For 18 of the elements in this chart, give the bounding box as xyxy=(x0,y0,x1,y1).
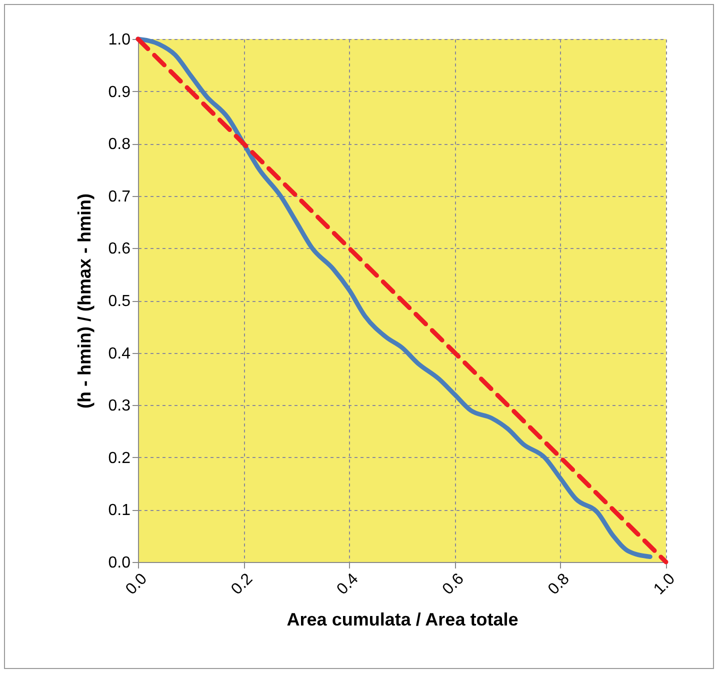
y-tick-label: 0.3 xyxy=(108,398,131,415)
y-tick-label: 0.7 xyxy=(108,188,131,206)
x-tick-label: 0.4 xyxy=(334,570,362,598)
x-tick-label: 0.8 xyxy=(545,570,573,598)
y-tick-label: 0.6 xyxy=(108,240,131,258)
y-tick-label: 0.1 xyxy=(108,502,131,520)
y-tick-label: 0.2 xyxy=(108,450,131,467)
x-tick-label: 0.6 xyxy=(440,570,468,598)
y-tick-label: 1.0 xyxy=(108,32,131,48)
x-tick-label: 0.2 xyxy=(228,570,256,598)
y-tick-label: 0.8 xyxy=(108,136,131,154)
y-tick-label: 0.4 xyxy=(108,345,131,362)
x-axis-title: Area cumulata / Area totale xyxy=(286,610,518,630)
y-tick-label: 0.5 xyxy=(108,293,131,310)
x-tick-label: 1.0 xyxy=(650,570,679,598)
y-axis-title: (h - hmin) / (hmax - hmin) xyxy=(74,194,94,408)
y-tick-label: 0.9 xyxy=(108,84,131,101)
y-tick-label: 0.0 xyxy=(108,554,131,572)
